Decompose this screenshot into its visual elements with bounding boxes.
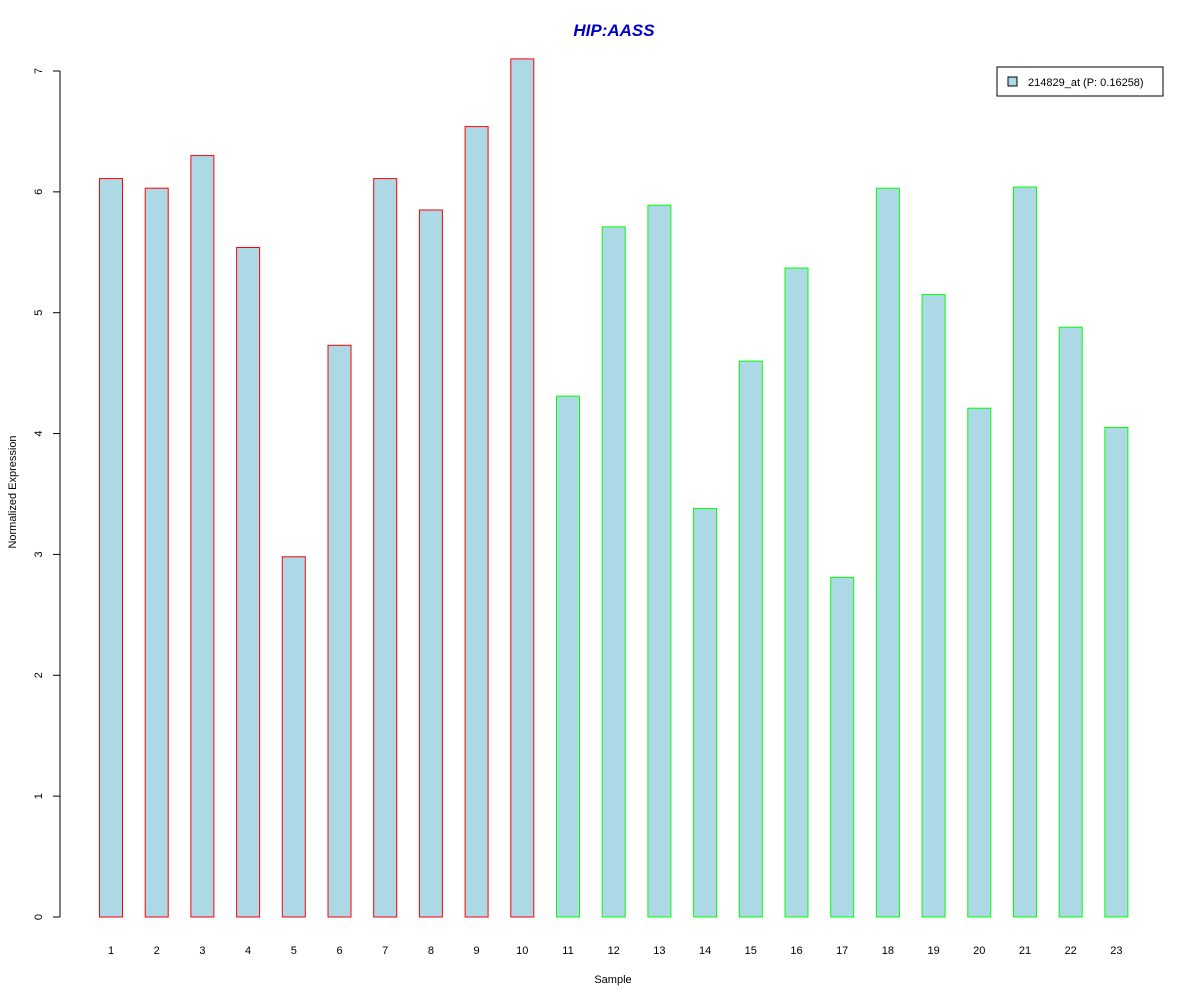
x-tick-label: 16 (790, 945, 802, 957)
x-tick-label: 7 (382, 945, 388, 957)
y-tick-label: 7 (33, 68, 45, 74)
x-tick-label: 9 (474, 945, 480, 957)
bar-sample-13 (647, 204, 672, 918)
bars-group (99, 58, 1129, 918)
y-tick-label: 0 (33, 914, 45, 920)
x-tick-label: 15 (745, 945, 757, 957)
x-tick-label: 18 (882, 945, 894, 957)
bar-sample-11 (556, 395, 580, 918)
y-tick-label: 4 (33, 431, 45, 437)
x-tick-label: 17 (836, 945, 848, 957)
bar-sample-22 (1058, 326, 1083, 918)
x-tick-label: 3 (199, 945, 205, 957)
bar-sample-14 (693, 508, 718, 918)
legend: 214829_at (P: 0.16258) (996, 66, 1164, 97)
y-tick-label: 6 (33, 189, 45, 195)
bar-sample-12 (601, 226, 626, 918)
bar-sample-10 (510, 58, 535, 918)
bar-sample-2 (144, 187, 169, 918)
bar-sample-23 (1104, 427, 1129, 918)
y-tick-label: 5 (33, 310, 45, 316)
x-tick-label: 19 (927, 945, 939, 957)
chart-title: HIP:AASS (573, 21, 655, 40)
x-tick-label: 6 (336, 945, 342, 957)
x-tick-label: 13 (653, 945, 665, 957)
x-axis-label: Sample (594, 974, 631, 986)
legend-label: 214829_at (P: 0.16258) (1028, 77, 1144, 89)
bar-sample-15 (738, 360, 763, 918)
x-tick-label: 21 (1019, 945, 1031, 957)
y-axis-label: Normalized Expression (7, 435, 19, 548)
x-tick-label: 4 (245, 945, 251, 957)
x-tick-label: 1 (108, 945, 114, 957)
legend-box (996, 66, 1164, 97)
x-tick-label: 5 (291, 945, 297, 957)
y-tick-label: 3 (33, 551, 45, 557)
bar-sample-21 (1013, 186, 1037, 918)
y-axis: 0 1 2 3 4 5 6 7 (33, 68, 61, 920)
bar-sample-1 (99, 178, 123, 918)
x-tick-label: 23 (1110, 945, 1122, 957)
bar-sample-17 (830, 576, 855, 918)
legend-swatch (1007, 76, 1018, 87)
x-tick-label: 8 (428, 945, 434, 957)
x-tick-label: 22 (1065, 945, 1077, 957)
bar-sample-20 (967, 407, 992, 918)
bar-sample-6 (327, 344, 352, 918)
x-tick-label: 11 (562, 945, 573, 957)
bar-sample-19 (921, 294, 946, 918)
x-tick-label: 2 (154, 945, 160, 957)
x-tick-labels: 1 2 3 4 5 6 7 8 9 10 11 12 13 14 15 16 17 18 19 20 21 22 23 (108, 945, 1123, 957)
bar-sample-16 (784, 267, 809, 918)
bar-sample-3 (190, 155, 215, 918)
x-tick-label: 12 (608, 945, 620, 957)
bar-sample-8 (418, 209, 443, 918)
bar-sample-7 (373, 178, 398, 918)
bar-sample-4 (236, 247, 261, 918)
bar-sample-18 (875, 187, 900, 918)
x-tick-label: 10 (516, 945, 528, 957)
bar-sample-9 (464, 126, 489, 918)
x-tick-label: 14 (699, 945, 711, 957)
bar-sample-5 (281, 556, 306, 918)
y-tick-label: 1 (33, 793, 45, 799)
y-tick-label: 2 (33, 672, 45, 678)
x-tick-label: 20 (973, 945, 985, 957)
